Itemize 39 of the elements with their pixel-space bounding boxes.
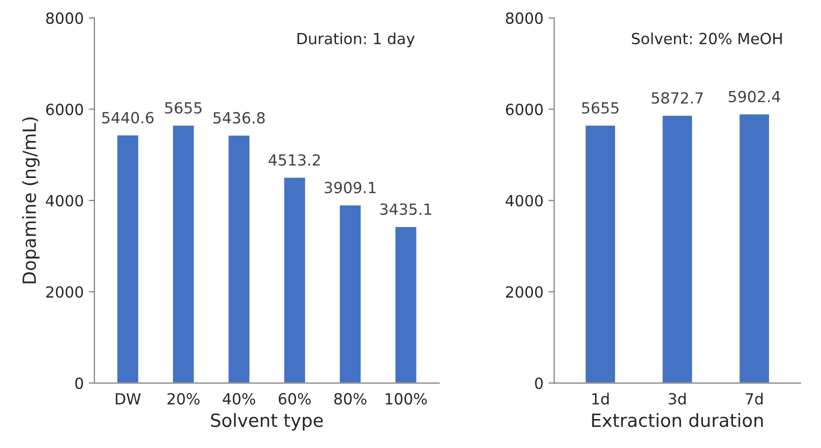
x-tick-label: 1d bbox=[592, 392, 609, 405]
x-tick-label: 7d bbox=[746, 392, 763, 405]
bar bbox=[116, 134, 140, 384]
y-tick-label: 6000 bbox=[506, 104, 543, 116]
x-axis-title: Extraction duration bbox=[592, 413, 763, 428]
bar bbox=[338, 204, 362, 384]
x-axis-title: Solvent type bbox=[211, 413, 323, 431]
x-tick-label: 80% bbox=[334, 393, 366, 405]
x-tick-label: 60% bbox=[278, 393, 311, 405]
x-tick-label: 20% bbox=[168, 393, 200, 405]
bar bbox=[282, 176, 306, 384]
y-tick-label: 2000 bbox=[506, 286, 543, 298]
bar bbox=[172, 124, 196, 384]
data-label: 5436.8 bbox=[213, 112, 265, 124]
y-tick-label: 2000 bbox=[46, 286, 83, 298]
y-tick-label: 0 bbox=[75, 378, 83, 390]
data-label: 5902.4 bbox=[728, 90, 780, 102]
y-axis-title: Dopamine (ng/mL) bbox=[22, 117, 40, 284]
y-tick-label: 4000 bbox=[506, 194, 543, 206]
x-tick-label: DW bbox=[116, 393, 141, 404]
annotation: Solvent: 20% MeOH bbox=[632, 32, 782, 44]
x-tick-label: 3d bbox=[668, 392, 686, 405]
bar bbox=[394, 226, 418, 384]
y-tick-label: 8000 bbox=[46, 12, 83, 24]
y-tick-label: 0 bbox=[535, 378, 543, 390]
x-tick-label: 100% bbox=[386, 393, 427, 405]
y-tick-label: 6000 bbox=[46, 104, 83, 116]
data-label: 5655 bbox=[165, 102, 202, 114]
annotation: Duration: 1 day bbox=[298, 32, 415, 48]
y-tick-label: 8000 bbox=[506, 12, 543, 24]
data-label: 5440.6 bbox=[102, 112, 154, 124]
data-label: 5872.7 bbox=[652, 92, 703, 104]
data-label: 5655 bbox=[582, 102, 618, 114]
data-label: 3909.1 bbox=[324, 182, 376, 194]
bar bbox=[227, 134, 251, 384]
data-label: 4513.2 bbox=[268, 154, 320, 166]
x-tick-label: 40% bbox=[222, 393, 256, 405]
y-tick-label: 4000 bbox=[46, 194, 83, 206]
data-label: 3435.1 bbox=[380, 203, 432, 215]
